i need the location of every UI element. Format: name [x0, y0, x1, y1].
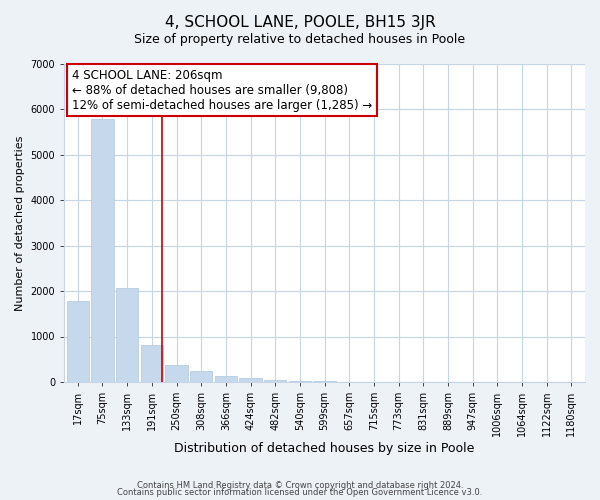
Bar — [166, 365, 188, 382]
Text: 4 SCHOOL LANE: 206sqm
← 88% of detached houses are smaller (9,808)
12% of semi-d: 4 SCHOOL LANE: 206sqm ← 88% of detached … — [72, 69, 372, 112]
X-axis label: Distribution of detached houses by size in Poole: Distribution of detached houses by size … — [175, 442, 475, 455]
Text: Contains HM Land Registry data © Crown copyright and database right 2024.: Contains HM Land Registry data © Crown c… — [137, 480, 463, 490]
Bar — [239, 378, 262, 382]
Bar — [67, 301, 89, 382]
Text: 4, SCHOOL LANE, POOLE, BH15 3JR: 4, SCHOOL LANE, POOLE, BH15 3JR — [164, 15, 436, 30]
Bar — [289, 381, 311, 382]
Bar — [190, 372, 212, 382]
Text: Size of property relative to detached houses in Poole: Size of property relative to detached ho… — [134, 32, 466, 46]
Y-axis label: Number of detached properties: Number of detached properties — [15, 136, 25, 310]
Text: Contains public sector information licensed under the Open Government Licence v3: Contains public sector information licen… — [118, 488, 482, 497]
Bar — [91, 120, 113, 382]
Bar — [264, 380, 286, 382]
Bar — [116, 288, 138, 382]
Bar — [215, 376, 237, 382]
Bar — [141, 344, 163, 382]
